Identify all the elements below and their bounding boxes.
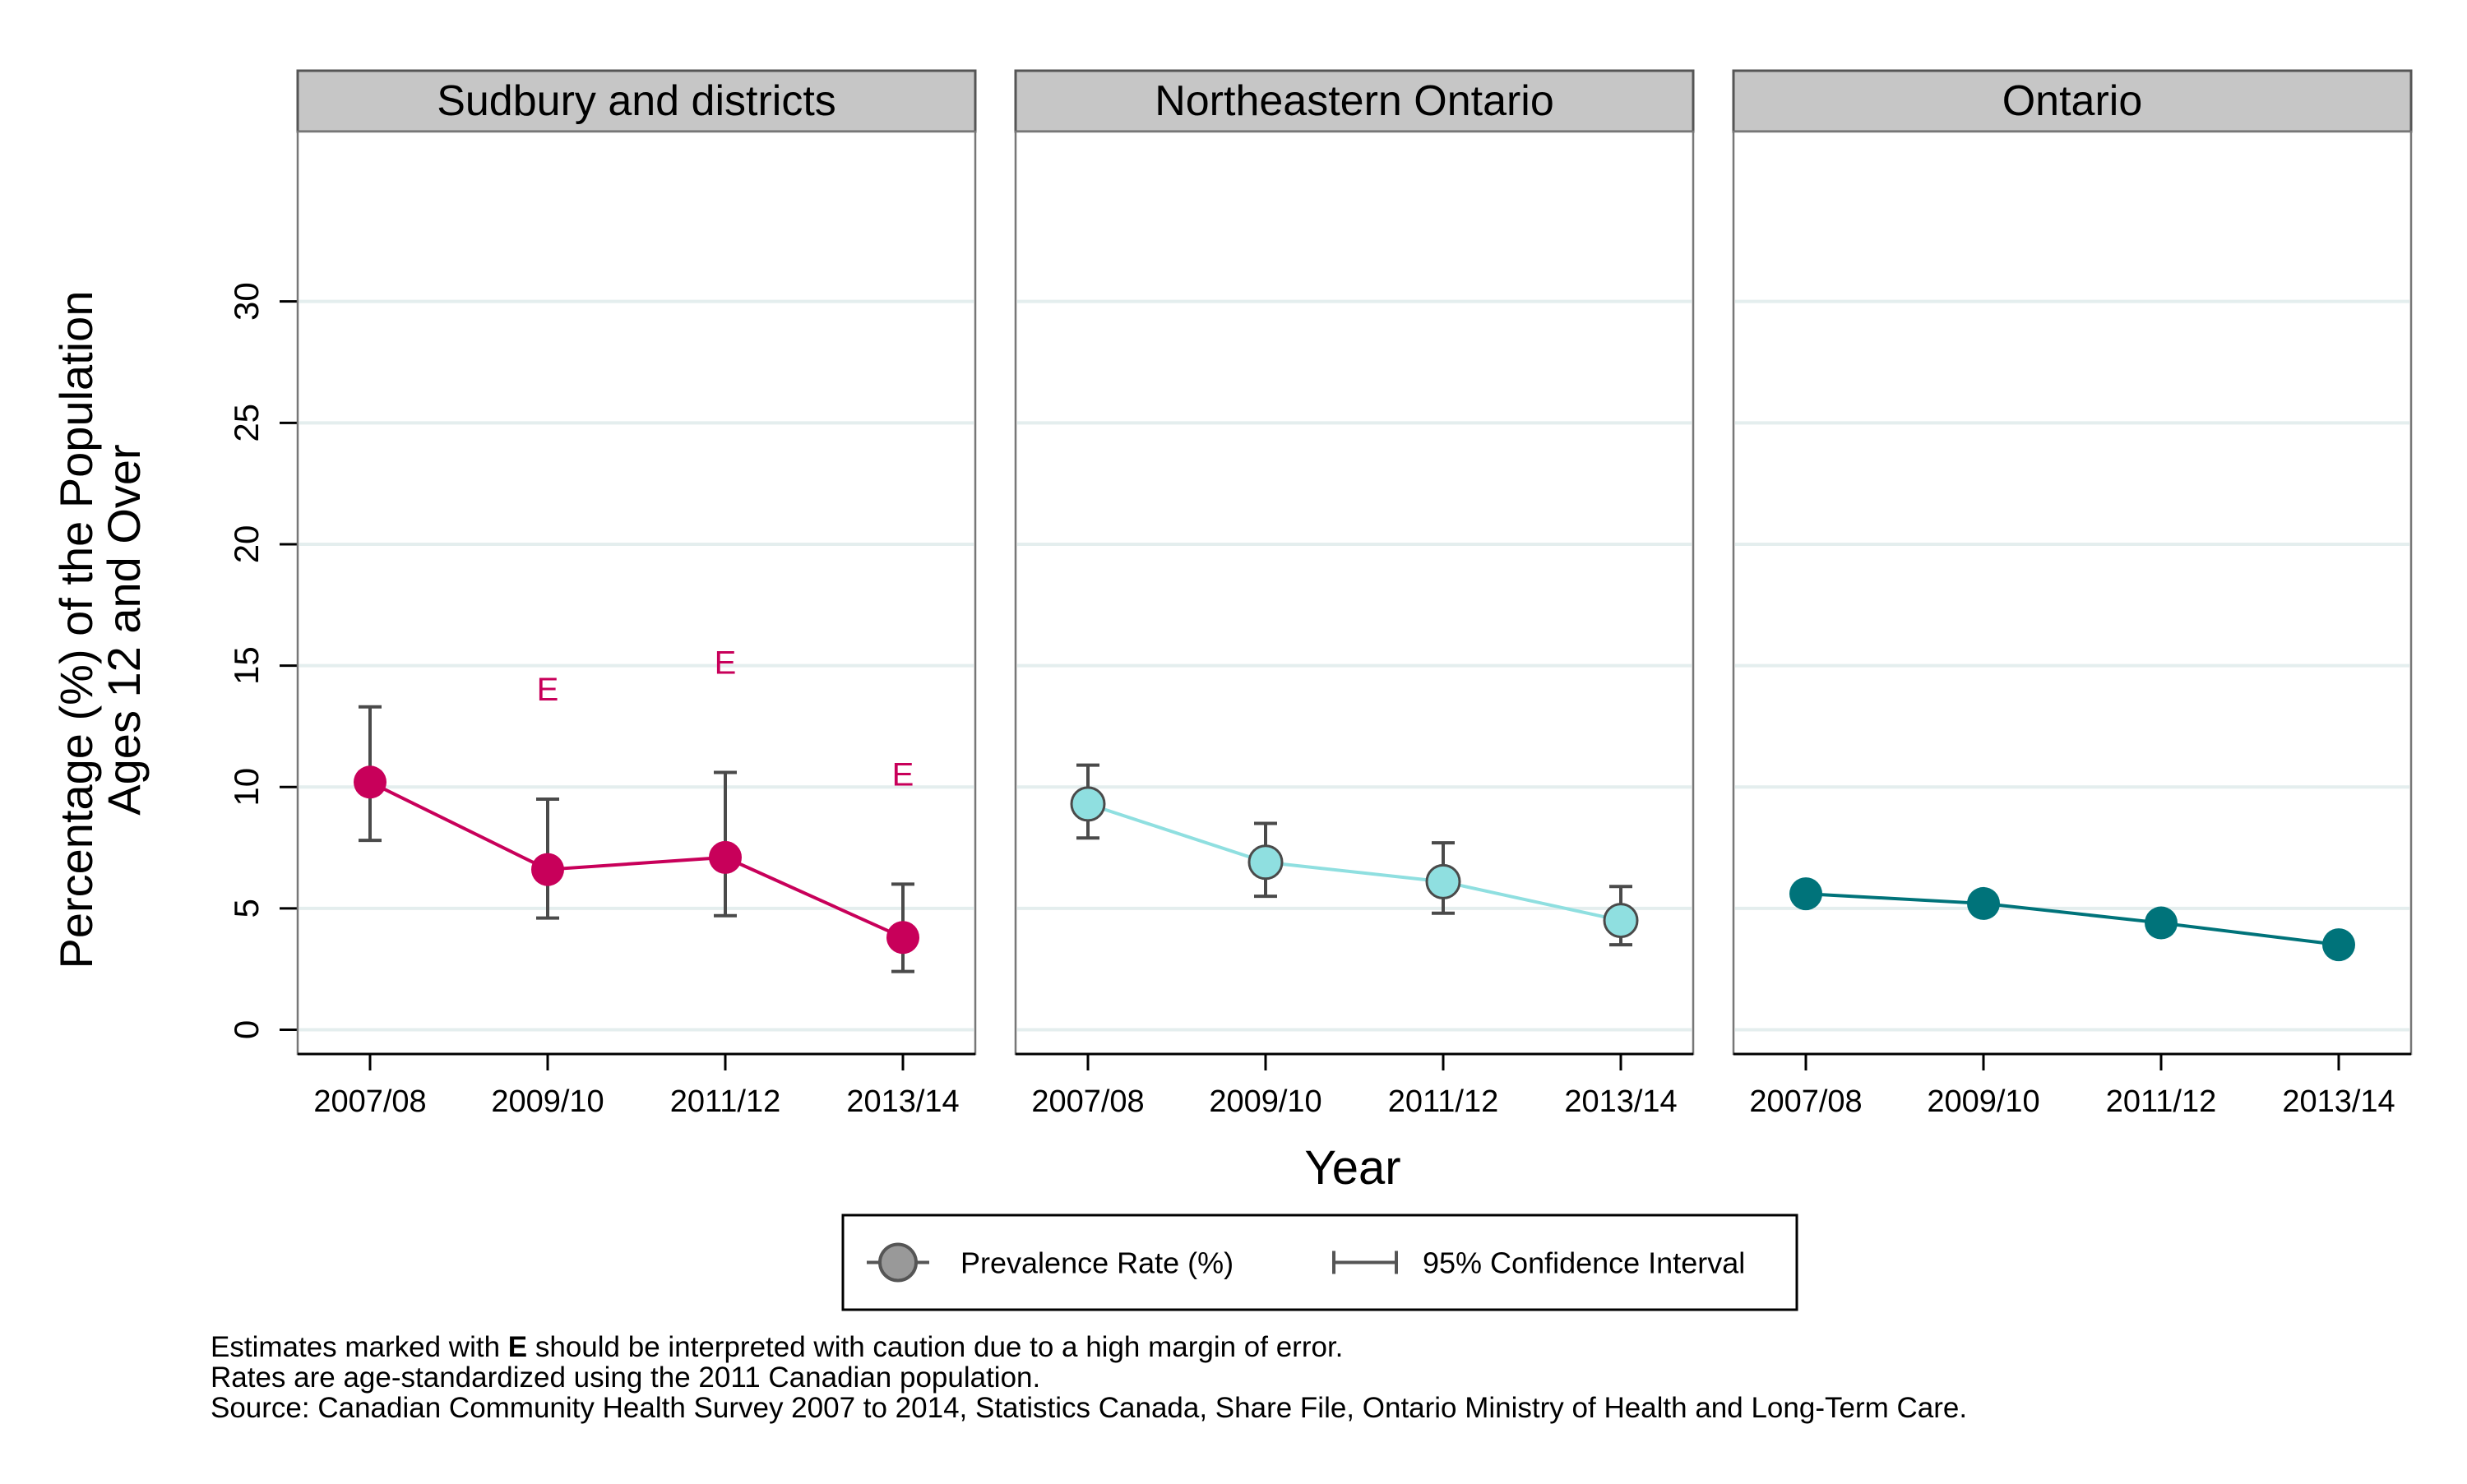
- series-line-northeastern-ontario: [1087, 802, 1622, 922]
- data-point-ontario-2013-14: [2322, 928, 2355, 962]
- footnote-caution-flag: E: [507, 1331, 528, 1363]
- data-point-ontario-2009-10: [1967, 886, 2000, 920]
- x-tick-label-ontario-2013-14: 2013/14: [2282, 1084, 2395, 1119]
- panel-frame-ontario: [1732, 130, 2413, 1056]
- data-point-northeastern-ontario-2009-10: [1247, 844, 1284, 881]
- data-point-northeastern-ontario-2011-12: [1425, 863, 1461, 899]
- x-tick-label-ontario-2011-12: 2011/12: [2106, 1084, 2217, 1119]
- data-point-sudbury-and-districts-2007-08: [354, 765, 386, 799]
- footnote-standardization: Rates are age-standardized using the 201…: [211, 1361, 1041, 1394]
- x-axis-title: Year: [1304, 1141, 1400, 1195]
- x-tick-label-northeastern-ontario-2013-14: 2013/14: [1564, 1084, 1677, 1119]
- y-axis-title-line1: Percentage (%) of the Population: [50, 291, 102, 969]
- x-tick-label-sudbury-and-districts-2011-12: 2011/12: [670, 1084, 781, 1119]
- footnotes: Estimates marked with E should be interp…: [211, 1332, 1967, 1423]
- legend-rate-marker: [878, 1242, 918, 1283]
- legend-rate-label: Prevalence Rate (%): [960, 1246, 1234, 1280]
- y-tick-label-30: 30: [227, 282, 266, 321]
- panel-strip-ontario: [1732, 69, 2413, 133]
- x-tick-label-northeastern-ontario-2007-08: 2007/08: [1031, 1084, 1144, 1119]
- footnote-caution-prefix: Estimates marked with: [211, 1331, 508, 1363]
- y-tick-label-25: 25: [227, 404, 266, 442]
- x-tick-label-northeastern-ontario-2009-10: 2009/10: [1209, 1084, 1321, 1119]
- series-line-ontario: [1805, 892, 2340, 947]
- x-tick-label-sudbury-and-districts-2013-14: 2013/14: [846, 1084, 959, 1119]
- y-tick-label-5: 5: [227, 899, 266, 918]
- legend-box: [841, 1214, 1798, 1311]
- flag-sudbury-and-districts-2013-14: E: [892, 756, 914, 793]
- y-axis-title-line2: Ages 12 and Over: [98, 444, 150, 815]
- x-tick-label-northeastern-ontario-2011-12: 2011/12: [1388, 1084, 1499, 1119]
- y-tick-label-15: 15: [227, 646, 266, 685]
- x-tick-label-sudbury-and-districts-2007-08: 2007/08: [313, 1084, 426, 1119]
- data-point-ontario-2007-08: [1789, 877, 1822, 911]
- panel-strip-northeastern-ontario: [1014, 69, 1695, 133]
- data-point-sudbury-and-districts-2013-14: [886, 921, 919, 955]
- footnote-caution: Estimates marked with E should be interp…: [211, 1332, 1967, 1362]
- y-tick-label-20: 20: [227, 525, 266, 564]
- data-point-ontario-2011-12: [2145, 906, 2178, 940]
- data-point-northeastern-ontario-2007-08: [1070, 786, 1106, 822]
- y-tick-label-0: 0: [227, 1020, 266, 1039]
- data-point-sudbury-and-districts-2011-12: [709, 840, 742, 874]
- x-tick-label-ontario-2009-10: 2009/10: [1927, 1084, 2039, 1119]
- panel-title-sudbury-and-districts: Sudbury and districts: [437, 77, 836, 125]
- panel-frame-sudbury-and-districts: [296, 130, 977, 1056]
- series-line-sudbury-and-districts: [369, 780, 904, 940]
- flag-sudbury-and-districts-2011-12: E: [715, 645, 737, 681]
- data-point-sudbury-and-districts-2009-10: [531, 853, 564, 886]
- panel-title-northeastern-ontario: Northeastern Ontario: [1155, 77, 1554, 125]
- panel-title-ontario: Ontario: [2002, 77, 2143, 125]
- y-tick-label-10: 10: [227, 768, 266, 807]
- footnote-caution-suffix: should be interpreted with caution due t…: [527, 1331, 1344, 1363]
- x-tick-label-sudbury-and-districts-2009-10: 2009/10: [491, 1084, 604, 1119]
- x-tick-label-ontario-2007-08: 2007/08: [1749, 1084, 1862, 1119]
- footnote-source: Source: Canadian Community Health Survey…: [211, 1392, 1968, 1424]
- legend-ci-label: 95% Confidence Interval: [1423, 1246, 1745, 1280]
- flag-sudbury-and-districts-2009-10: E: [537, 672, 559, 708]
- data-point-northeastern-ontario-2013-14: [1603, 903, 1639, 939]
